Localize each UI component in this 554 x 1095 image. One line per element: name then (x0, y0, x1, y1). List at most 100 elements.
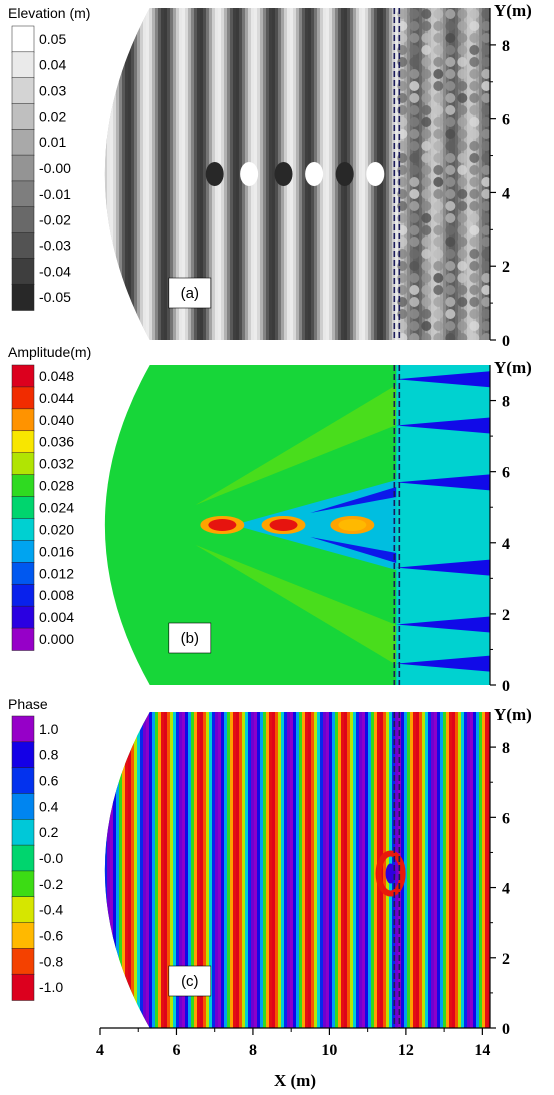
field-stripe (278, 712, 282, 1028)
field-stripe (455, 712, 459, 1028)
field-blob (409, 321, 420, 331)
field-blob (421, 213, 432, 223)
field-blob (457, 249, 468, 259)
field-stripe (122, 712, 126, 1028)
colorbar-level-label: 0.2 (39, 824, 59, 840)
field-stripe (116, 712, 120, 1028)
field-stripe (347, 712, 351, 1028)
field-blob (481, 225, 491, 235)
field-stripe (143, 8, 147, 340)
field-blob (445, 57, 456, 67)
y-tick-label: 6 (502, 112, 510, 129)
field-blob (445, 237, 456, 247)
field-stripe (137, 8, 141, 340)
field-blob (445, 201, 456, 211)
field-stripe (203, 8, 207, 340)
y-axis-title: Y(m) (494, 1, 532, 20)
field-blob (469, 153, 480, 163)
field-blob (445, 225, 456, 235)
field-stripe (437, 712, 441, 1028)
field-stripe (134, 8, 138, 340)
field-blob (481, 69, 491, 79)
field-blob (433, 153, 444, 163)
field-blob (433, 165, 444, 175)
colorbar-level-label: -0.8 (39, 953, 63, 969)
field-stripe (224, 8, 228, 340)
field-centre-blob (305, 162, 324, 186)
x-axis-title: X (m) (274, 1071, 316, 1090)
field-blob (481, 153, 491, 163)
field-stripe (296, 8, 300, 340)
field-stripe (104, 8, 108, 340)
field-stripe (296, 712, 300, 1028)
field-blob (481, 21, 491, 31)
field-blob (445, 165, 456, 175)
field-stripe (368, 712, 372, 1028)
field-stripe (89, 712, 92, 1028)
field-stripe (332, 8, 336, 340)
y-axis-title: Y(m) (494, 358, 532, 377)
field-stripe (182, 712, 186, 1028)
field-centre-blob (240, 162, 259, 186)
field-stripe (155, 8, 159, 340)
field-stripe (440, 8, 444, 340)
field-blob (457, 153, 468, 163)
field-blob (445, 129, 456, 139)
colorbar-swatch (11, 793, 35, 821)
colorbar-level-label: 0.02 (39, 108, 66, 124)
field-stripe (128, 8, 132, 340)
panel-tag-box (168, 622, 212, 654)
field-blob (409, 105, 420, 115)
field-stripe (215, 712, 219, 1028)
field-stripe (350, 712, 354, 1028)
field-stripe (383, 8, 387, 340)
field-stripe (230, 8, 234, 340)
field-blob (445, 189, 456, 199)
field-streak (396, 655, 490, 672)
field-stripe (353, 712, 357, 1028)
field-stripe (290, 712, 294, 1028)
colorbar-level-label: 0.8 (39, 747, 59, 763)
colorbar-c: Phase 1.0 0.8 0.6 0.4 0.2 -0.0 -0.2 -0.4 -0.6 -0.8… (8, 696, 63, 1001)
field-stripe (236, 8, 240, 340)
field-blob (481, 189, 491, 199)
field-blob (481, 273, 491, 283)
field-blob (457, 9, 468, 19)
field-blob (457, 105, 468, 115)
field-stripe (485, 712, 489, 1028)
field-blob (433, 297, 444, 307)
field-blob (445, 177, 456, 187)
field-blob (409, 45, 420, 55)
colorbar-level-label: 0.03 (39, 83, 66, 99)
field-stripe (302, 8, 306, 340)
y-tick-label: 2 (502, 259, 510, 276)
field-blob (469, 321, 480, 331)
field-blob (457, 57, 468, 67)
field-blob (481, 213, 491, 223)
field-blob (409, 117, 420, 127)
field-blob (421, 141, 432, 151)
x-tick-label: 6 (172, 1042, 180, 1059)
field-blob (421, 129, 432, 139)
colorbar-swatch (11, 715, 35, 743)
field-stripe (134, 712, 138, 1028)
y-axis-c: 0 2 4 6 8 Y(m) (489, 705, 532, 1038)
panel-tag-label: (c) (181, 973, 199, 990)
field-stripe (299, 8, 303, 340)
field-blob (457, 129, 468, 139)
colorbar-level-label: 0.000 (39, 631, 74, 647)
colorbar-level-label: 0.04 (39, 57, 66, 73)
field-blob (469, 117, 480, 127)
colorbar-level-label: 1.0 (39, 721, 59, 737)
field-stripe (224, 712, 228, 1028)
field-stripe (416, 712, 420, 1028)
field-stripe (260, 8, 264, 340)
field-centre-blob (335, 162, 354, 186)
field-stripe (422, 712, 426, 1028)
field-stripe (197, 712, 201, 1028)
field-blob (445, 249, 456, 259)
field-blob (409, 141, 420, 151)
field-blob (481, 321, 491, 331)
field-band (195, 545, 397, 665)
field-stripe (260, 712, 264, 1028)
